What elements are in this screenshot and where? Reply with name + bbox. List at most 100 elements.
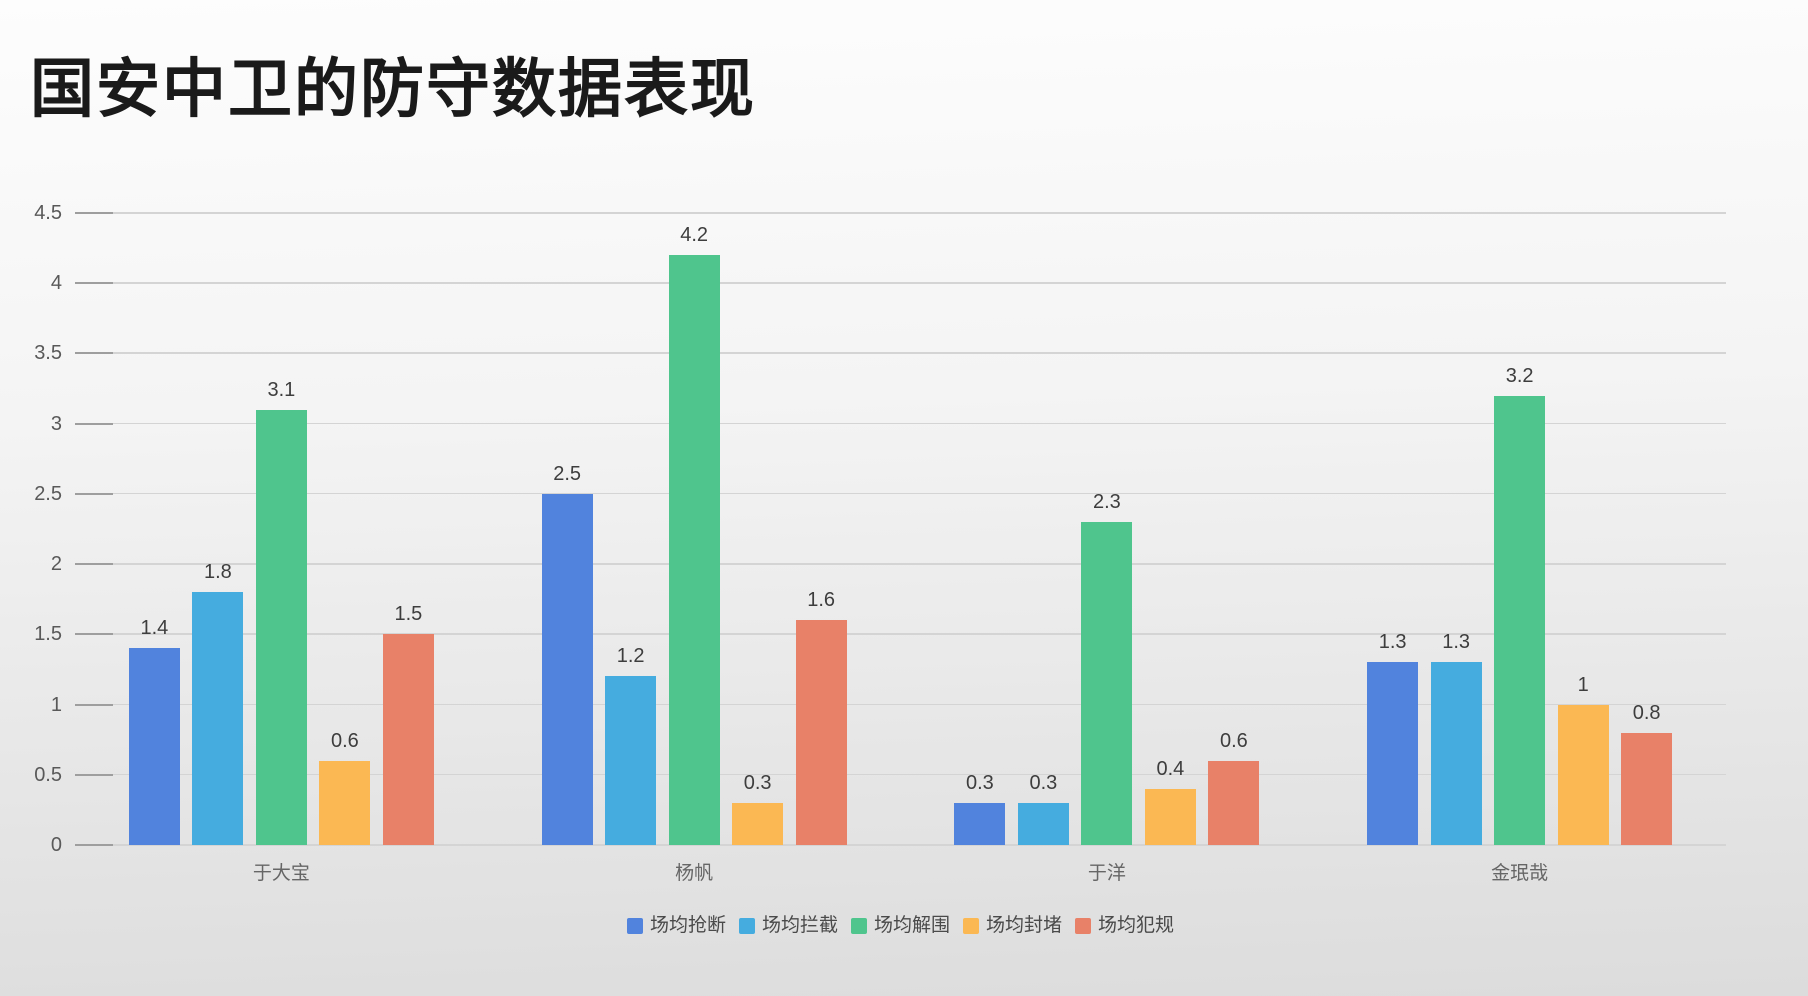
y-axis-tick-label: 3 (50, 412, 62, 435)
bar-value-label: 1.8 (203, 561, 232, 584)
y-axis-tick-mark (75, 352, 113, 355)
bar-value-label: 1.6 (807, 589, 836, 612)
bar-场均封堵-于洋[interactable] (1144, 788, 1196, 845)
bar-场均抢断-于大宝[interactable] (128, 648, 180, 845)
y-axis-tick-mark (75, 563, 113, 566)
legend: 场均抢断 场均拦截 场均解围 场均封堵 场均犯规 (75, 908, 1726, 944)
gridline (75, 703, 1726, 706)
y-axis-tick-label: 3.5 (34, 342, 62, 365)
gridline (75, 492, 1726, 495)
y-axis-tick-label: 4.5 (34, 202, 62, 224)
y-axis-tick-label: 1 (50, 693, 62, 716)
gridline (75, 422, 1726, 425)
bar-场均拦截-金珉哉[interactable] (1430, 662, 1482, 845)
gridline-stroke (75, 282, 1726, 284)
bar-value-label: 2.5 (553, 462, 582, 485)
bar-场均抢断-于洋[interactable] (954, 802, 1006, 845)
gridline (75, 282, 1726, 285)
legend-label: 场均解围 (873, 915, 950, 936)
bar-场均解围-杨帆[interactable] (668, 255, 720, 845)
gridline (75, 352, 1726, 355)
chart-title: 国安中卫的防守数据表现 (30, 53, 756, 125)
bar-场均封堵-金珉哉[interactable] (1557, 704, 1609, 845)
gridline-stroke (75, 422, 1726, 425)
legend-swatch-icon (1075, 918, 1092, 934)
gridline (75, 844, 1726, 846)
legend-label: 场均拦截 (761, 915, 838, 936)
x-axis-label-杨帆: 杨帆 (675, 863, 714, 884)
y-axis-tick-mark (75, 844, 113, 846)
bar-value-label: 1.3 (1442, 631, 1471, 654)
y-axis-tick-label: 0 (50, 834, 62, 856)
y-axis-tick-mark (75, 422, 113, 425)
gridline-stroke (75, 492, 1726, 495)
bar-value-label: 0.3 (1029, 771, 1058, 794)
bar-场均犯规-于大宝[interactable] (382, 634, 434, 845)
gridline (75, 563, 1726, 566)
x-axis-label-于大宝: 于大宝 (252, 863, 310, 884)
legend-item-场均解围[interactable]: 场均解围 (850, 915, 950, 937)
bar-场均封堵-于大宝[interactable] (319, 760, 371, 845)
gridline-stroke (75, 633, 1726, 635)
bar-value-label: 2.3 (1092, 490, 1121, 513)
legend-swatch-icon (963, 918, 979, 934)
gridline (75, 212, 1726, 214)
y-axis-tick-mark (75, 212, 113, 214)
gridline (75, 633, 1726, 636)
bar-value-label: 4.2 (680, 224, 709, 247)
bar-value-label: 1.3 (1378, 631, 1407, 654)
bar-场均封堵-杨帆[interactable] (732, 802, 784, 845)
gridline-stroke (75, 352, 1726, 354)
y-axis-tick-mark (75, 703, 113, 706)
legend-item-场均犯规[interactable]: 场均犯规 (1075, 915, 1174, 937)
y-axis-tick-label: 0.5 (34, 763, 62, 786)
legend-swatch-icon (850, 918, 867, 934)
x-axis-label-于洋: 于洋 (1087, 863, 1126, 884)
y-axis-tick-mark (75, 492, 113, 495)
bar-场均拦截-于洋[interactable] (1017, 802, 1069, 845)
bar-value-label: 0.4 (1156, 757, 1185, 780)
y-axis-tick-label: 2 (50, 553, 62, 576)
bar-场均解围-金珉哉[interactable] (1494, 395, 1546, 845)
bar-场均犯规-杨帆[interactable] (795, 620, 847, 845)
bar-value-label: 0.3 (743, 771, 772, 794)
x-axis-label-金珉哉: 金珉哉 (1491, 863, 1549, 884)
y-axis-tick-mark (75, 773, 113, 776)
bar-value-label: 3.1 (267, 378, 296, 401)
bar-value-label: 0.8 (1632, 701, 1661, 724)
gridline-stroke (75, 212, 1726, 214)
y-axis-tick-label: 2.5 (34, 482, 62, 505)
bar-场均抢断-杨帆[interactable] (541, 493, 593, 845)
bar-场均犯规-金珉哉[interactable] (1621, 732, 1673, 845)
bar-场均犯规-于洋[interactable] (1208, 760, 1260, 845)
y-axis-tick-label: 4 (50, 272, 62, 295)
legend-label: 场均抢断 (649, 915, 726, 936)
y-axis-tick-mark (75, 633, 113, 636)
gridline-stroke (75, 773, 1726, 776)
bar-场均拦截-杨帆[interactable] (605, 676, 657, 845)
y-axis-tick-mark (75, 282, 113, 285)
bar-value-label: 1 (1577, 673, 1589, 696)
gridline-stroke (75, 703, 1726, 706)
bar-场均抢断-金珉哉[interactable] (1367, 662, 1419, 845)
bar-value-label: 0.6 (1219, 729, 1248, 752)
legend-swatch-icon (738, 918, 755, 934)
legend-item-场均封堵[interactable]: 场均封堵 (963, 915, 1062, 937)
legend-label: 场均犯规 (1098, 915, 1175, 936)
gridline-stroke (75, 844, 1726, 846)
bar-value-label: 0.6 (330, 729, 359, 752)
legend-item-场均抢断[interactable]: 场均抢断 (626, 915, 726, 937)
bar-value-label: 1.2 (616, 645, 645, 668)
bar-场均解围-于大宝[interactable] (255, 409, 307, 845)
gridline-stroke (75, 563, 1726, 565)
bar-value-label: 0.3 (965, 771, 994, 794)
legend-item-场均拦截[interactable]: 场均拦截 (738, 915, 838, 937)
y-axis-tick-label: 1.5 (34, 623, 62, 646)
bar-场均拦截-于大宝[interactable] (192, 592, 244, 845)
gridline (75, 773, 1726, 776)
bar-value-label: 3.2 (1505, 364, 1534, 387)
legend-swatch-icon (626, 918, 643, 934)
bar-场均解围-于洋[interactable] (1081, 521, 1133, 845)
